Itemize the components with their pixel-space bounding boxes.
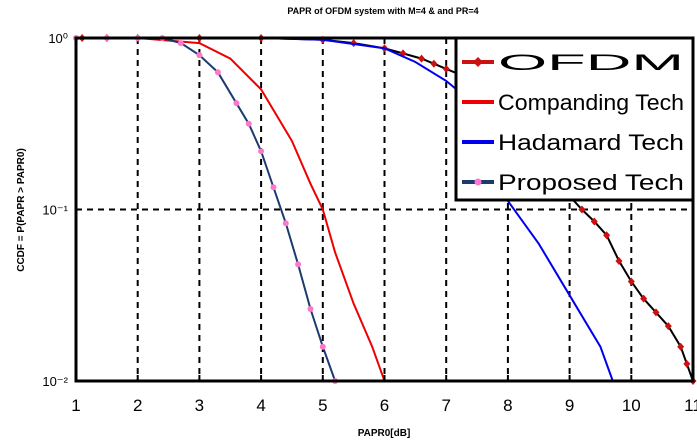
proposed-tech-point xyxy=(214,69,221,76)
ofdm-point xyxy=(430,59,438,68)
ofdm-point xyxy=(683,359,691,368)
ofdm-point xyxy=(615,256,623,265)
proposed-tech-legend-marker xyxy=(474,178,482,186)
x-tick-label: 11 xyxy=(684,396,697,415)
x-tick-label: 1 xyxy=(71,396,80,415)
proposed-tech-point xyxy=(196,52,203,59)
proposed-tech-point xyxy=(270,184,277,191)
ofdm-point xyxy=(442,64,450,73)
proposed-tech-point xyxy=(245,120,252,127)
ofdm-point xyxy=(590,217,598,226)
ofdm-point xyxy=(664,322,672,331)
ofdm-point xyxy=(640,294,648,303)
axis-ticks: 1 2 3 4 5 6 7 8 9 10 11 10⁻² 10⁻¹ 10⁰ xyxy=(42,31,697,415)
ofdm-point xyxy=(677,342,685,351)
x-tick-label: 3 xyxy=(195,396,204,415)
proposed-tech-point xyxy=(233,100,240,107)
x-tick-label: 5 xyxy=(318,396,327,415)
proposed-tech-point xyxy=(295,261,302,268)
x-tick-label: 6 xyxy=(380,396,389,415)
ofdm-legend-label: OFDM xyxy=(498,50,684,75)
y-axis-label: CCDF = P(PAPR > PAPR0) xyxy=(16,148,27,272)
proposed-tech-point xyxy=(258,148,265,155)
legend-box xyxy=(454,36,695,202)
companding-tech-legend-label: Companding Tech xyxy=(498,90,684,115)
ofdm-point xyxy=(652,308,660,317)
x-tick-label: 7 xyxy=(441,396,450,415)
proposed-tech-point xyxy=(177,40,184,47)
ofdm-point xyxy=(578,205,586,214)
ofdm-legend-marker xyxy=(473,57,483,67)
ofdm-point xyxy=(627,277,635,286)
companding-tech-line xyxy=(76,37,386,382)
y-tick-label: 10⁻¹ xyxy=(42,203,68,218)
x-tick-label: 9 xyxy=(565,396,574,415)
chart-title: PAPR of OFDM system with M=4 & and PR=4 xyxy=(287,6,478,16)
proposed-tech-point xyxy=(319,343,326,350)
hadamard-tech-legend-label: Hadamard Tech xyxy=(498,130,684,155)
x-axis-label: PAPR0[dB] xyxy=(358,428,411,439)
x-tick-label: 2 xyxy=(133,396,142,415)
y-tick-label: 10⁰ xyxy=(48,31,68,46)
proposed-tech-point xyxy=(307,305,314,312)
x-tick-label: 10 xyxy=(622,396,641,415)
y-tick-label: 10⁻² xyxy=(42,374,68,389)
ofdm-point xyxy=(603,231,611,240)
x-tick-label: 4 xyxy=(256,396,265,415)
proposed-tech-legend-label: Proposed Tech xyxy=(498,170,684,195)
proposed-tech-point xyxy=(282,220,289,227)
ofdm-point xyxy=(418,54,426,63)
x-tick-label: 8 xyxy=(503,396,512,415)
legend: OFDM Companding Tech Hadamard Tech Proposed… xyxy=(454,36,695,202)
